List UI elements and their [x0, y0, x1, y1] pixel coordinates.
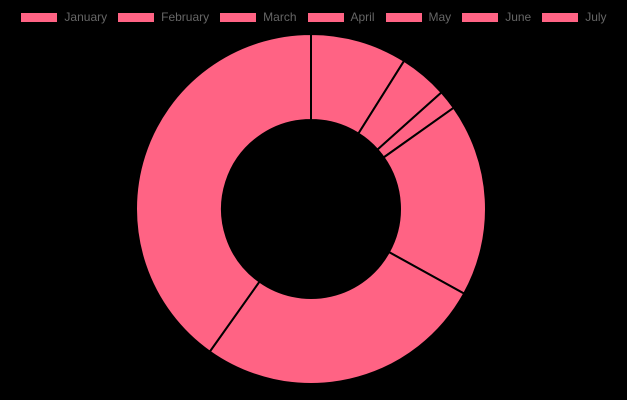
legend-item[interactable]: January — [20, 10, 107, 24]
legend-label: March — [263, 10, 297, 24]
legend-label: May — [428, 10, 452, 24]
legend-swatch — [461, 11, 500, 23]
legend-item[interactable]: March — [219, 10, 297, 24]
legend-swatch — [219, 11, 258, 23]
legend-swatch — [20, 11, 59, 23]
legend-label: February — [161, 10, 210, 24]
legend-label: January — [64, 10, 108, 24]
legend-item[interactable]: June — [461, 10, 531, 24]
legend-item[interactable]: May — [384, 10, 452, 24]
legend-item[interactable]: February — [117, 10, 209, 24]
legend-label: April — [350, 10, 375, 24]
doughnut-slice-may[interactable] — [208, 250, 466, 385]
legend-swatch — [117, 11, 156, 23]
doughnut-slice-june[interactable] — [135, 32, 312, 354]
legend-swatch — [384, 11, 423, 23]
legend-label: June — [505, 10, 532, 24]
legend-item[interactable]: July — [541, 10, 607, 24]
chart-legend: January February March April May June July — [0, 0, 627, 34]
legend-item[interactable]: April — [306, 10, 375, 24]
doughnut-slice-april[interactable] — [382, 106, 487, 296]
legend-swatch — [541, 11, 580, 23]
legend-label: July — [585, 10, 607, 24]
legend-swatch — [306, 11, 345, 23]
